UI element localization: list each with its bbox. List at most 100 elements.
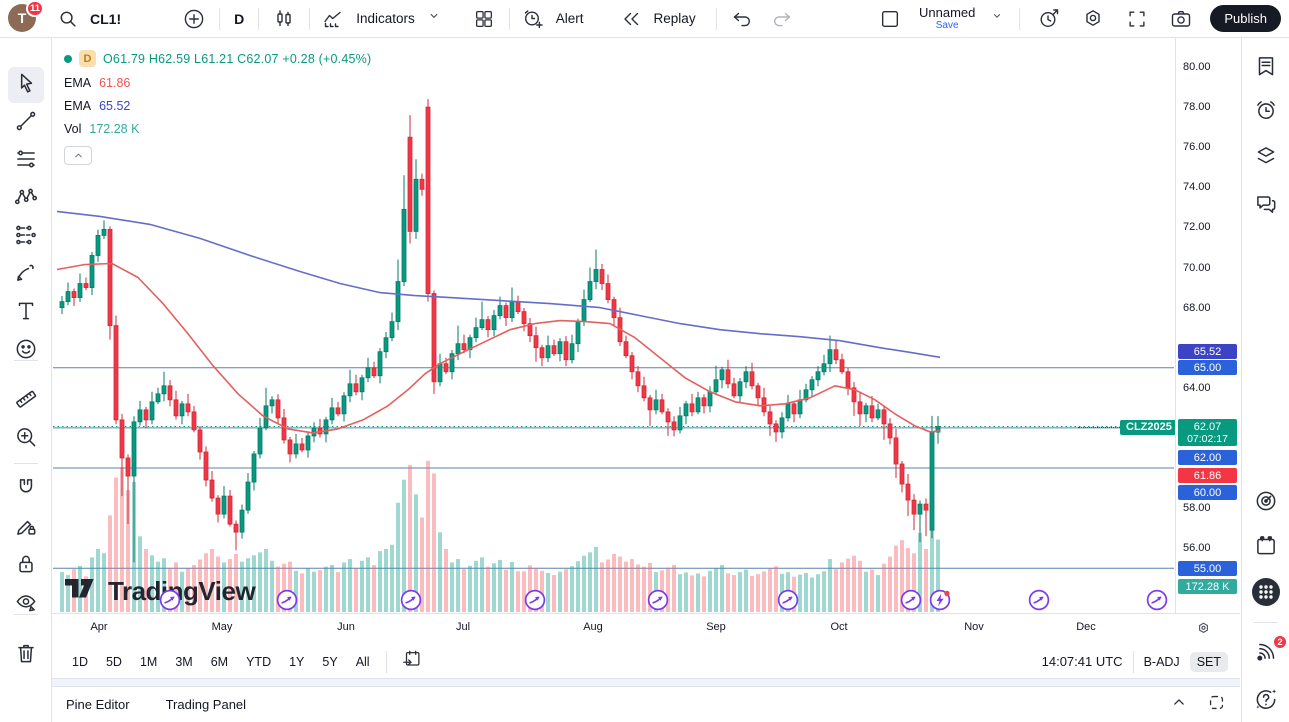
tool-magnet[interactable] <box>8 472 44 508</box>
tab-trading-panel[interactable]: Trading Panel <box>165 697 247 712</box>
tool-stay-in-drawing-mode[interactable] <box>8 510 44 546</box>
contract-rollover-marker[interactable] <box>159 589 181 611</box>
tab-pine-editor[interactable]: Pine Editor <box>66 697 130 712</box>
sidebar-apps-grid-button[interactable] <box>1251 577 1281 609</box>
tool-forecast[interactable] <box>8 219 44 255</box>
tool-fib-retracement[interactable] <box>8 143 44 179</box>
save-link[interactable]: Save <box>935 20 959 32</box>
symbol-name[interactable]: CL1! <box>90 10 122 27</box>
tool-emoji[interactable] <box>8 333 44 369</box>
contract-rollover-marker[interactable] <box>777 589 799 611</box>
ema_slow-line[interactable] <box>56 210 941 359</box>
toolbar-divider <box>14 360 38 361</box>
redo-button[interactable] <box>767 4 797 34</box>
chart-style-button[interactable] <box>269 4 299 34</box>
sidebar-help-button[interactable] <box>1251 686 1281 716</box>
contract-rollover-marker[interactable] <box>400 589 422 611</box>
range-button-3m[interactable]: 3M <box>175 654 193 669</box>
user-menu-button[interactable]: T 11 <box>8 0 44 34</box>
sidebar-watchlist-button[interactable] <box>1251 53 1281 83</box>
fullscreen-button[interactable] <box>1122 4 1152 34</box>
chevron-down-icon[interactable] <box>989 8 1005 29</box>
symbol-search-button[interactable] <box>56 4 80 34</box>
xabcd-pattern-icon <box>13 184 39 215</box>
alert-button[interactable] <box>520 4 546 34</box>
brush-icon <box>13 260 39 291</box>
sidebar-alerts-button[interactable] <box>1251 97 1281 127</box>
sidebar-chat-button[interactable] <box>1251 191 1281 221</box>
indicators-button[interactable] <box>320 4 346 34</box>
ema-fast-legend[interactable]: EMA 61.86 <box>64 76 131 90</box>
layout-name[interactable]: Unnamed <box>918 4 976 20</box>
contract-rollover-marker[interactable] <box>900 589 922 611</box>
publish-button[interactable]: Publish <box>1210 5 1281 32</box>
chart-settings-button[interactable] <box>1078 4 1108 34</box>
tool-zoom-in[interactable] <box>8 421 44 457</box>
indicators-label[interactable]: Indicators <box>356 11 415 26</box>
sidebar-calendar-button[interactable] <box>1251 533 1281 563</box>
flash-event-marker[interactable] <box>929 589 951 611</box>
undo-button[interactable] <box>727 4 757 34</box>
contract-label[interactable]: CLZ2025 <box>1120 420 1175 435</box>
range-button-1d[interactable]: 1D <box>72 654 88 669</box>
tool-cursor[interactable] <box>8 67 44 103</box>
panel-expand-chevron-icon[interactable] <box>1169 692 1189 717</box>
alert-label[interactable]: Alert <box>555 11 584 26</box>
contract-rollover-marker[interactable] <box>647 589 669 611</box>
sidebar-object-tree-layers-button[interactable] <box>1251 143 1281 173</box>
tool-lock-all-drawings[interactable] <box>8 548 44 584</box>
replay-button[interactable] <box>618 4 644 34</box>
layout-select-button[interactable] <box>875 4 905 34</box>
volume-legend[interactable]: Vol 172.28 K <box>64 122 140 136</box>
sidebar-broadcast-streams-button[interactable]: 2 <box>1251 634 1288 669</box>
chevron-down-icon[interactable] <box>425 7 443 30</box>
contract-rollover-marker[interactable] <box>276 589 298 611</box>
tool-xabcd-pattern[interactable] <box>8 181 44 217</box>
ema-slow-legend[interactable]: EMA 65.52 <box>64 99 131 113</box>
range-button-6m[interactable]: 6M <box>210 654 229 669</box>
sidebar-screener-radar-button[interactable] <box>1251 488 1281 518</box>
range-button-1m[interactable]: 1M <box>139 654 158 669</box>
tool-remove-all[interactable] <box>8 637 44 673</box>
camera-icon <box>1169 7 1193 31</box>
settlement-toggle[interactable]: SET <box>1189 651 1228 672</box>
interval-button[interactable]: D <box>234 10 245 27</box>
market-status-dot <box>64 54 72 63</box>
back-adjust-toggle[interactable]: B-ADJ <box>1143 654 1180 669</box>
time-tick: May <box>211 621 233 633</box>
contract-rollover-marker[interactable] <box>1028 589 1050 611</box>
contract-rollover-marker[interactable] <box>1146 589 1168 611</box>
range-button-5y[interactable]: 5Y <box>322 654 338 669</box>
screener-radar-icon <box>1253 488 1279 519</box>
time-axis[interactable]: Apr May Jun Jul Aug Sep Oct Nov Dec <box>52 613 1240 645</box>
price-axis-badge: 65.52 <box>1178 344 1237 359</box>
range-button-all[interactable]: All <box>355 654 370 669</box>
tool-brush[interactable] <box>8 257 44 293</box>
go-to-date-button[interactable] <box>401 648 423 675</box>
axis-settings-gear-icon[interactable] <box>1195 620 1212 642</box>
range-button-5d[interactable]: 5D <box>105 654 122 669</box>
price-axis[interactable]: 80.00 78.00 76.00 74.00 72.00 70.00 68.00 64.00… <box>1175 38 1240 613</box>
tool-text[interactable] <box>8 295 44 331</box>
snapshot-button[interactable] <box>1166 4 1196 34</box>
panel-maximize-icon[interactable] <box>1207 693 1226 717</box>
clock-utc[interactable]: 14:07:41 UTC <box>1041 654 1123 669</box>
chart-canvas[interactable] <box>52 38 1175 613</box>
undo-icon <box>730 7 754 31</box>
ema_fast-line[interactable] <box>56 262 941 434</box>
tool-trend-line[interactable] <box>8 105 44 141</box>
delayed-data-badge[interactable]: D <box>79 50 96 67</box>
tool-ruler[interactable] <box>8 383 44 419</box>
quick-actions-button[interactable] <box>1034 4 1064 34</box>
compare-add-button[interactable] <box>179 4 209 34</box>
range-button-ytd[interactable]: YTD <box>246 654 272 669</box>
replay-label[interactable]: Replay <box>653 11 696 26</box>
chart-pane[interactable]: D O61.79 H62.59 L61.21 C62.07 +0.28 (+0.… <box>52 38 1175 613</box>
tool-hide-all-drawings[interactable] <box>8 586 44 622</box>
price-tick: 72.00 <box>1183 221 1211 234</box>
legend-collapse-button[interactable] <box>64 146 92 165</box>
indicator-templates-button[interactable] <box>469 4 499 34</box>
layout-name-block[interactable]: Unnamed Save <box>918 4 976 32</box>
range-button-1y[interactable]: 1Y <box>289 654 305 669</box>
contract-rollover-marker[interactable] <box>524 589 546 611</box>
